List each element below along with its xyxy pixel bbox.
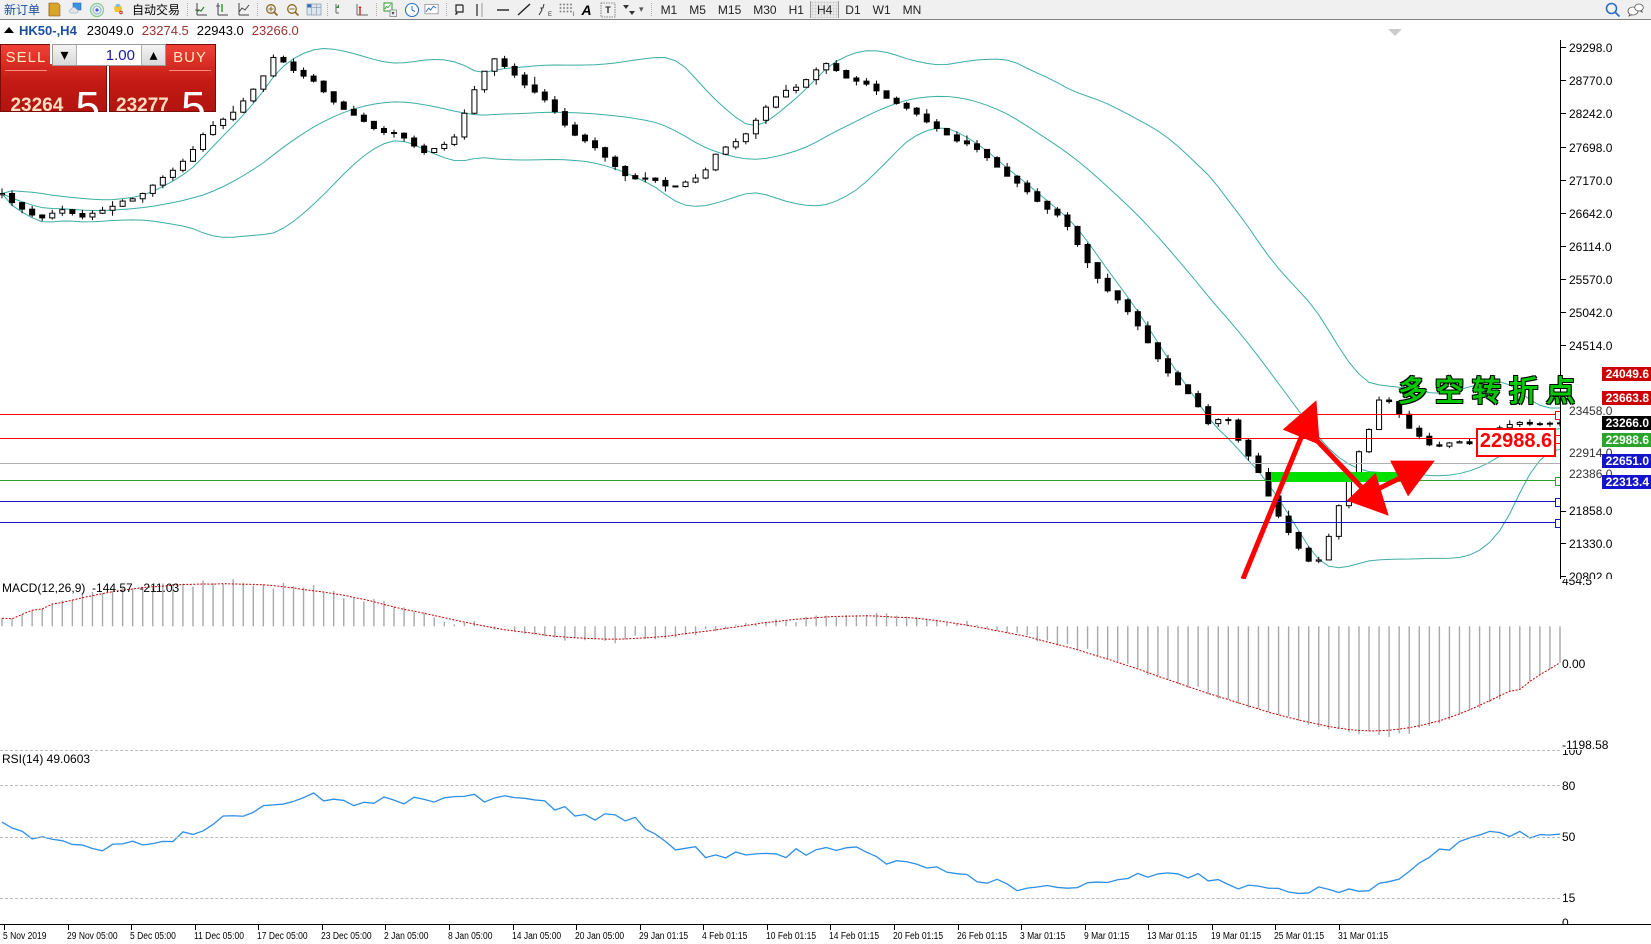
svg-text:▾: ▾: [392, 11, 395, 17]
svg-text:E: E: [548, 12, 552, 18]
svg-text:T: T: [605, 5, 611, 15]
svg-text:F: F: [573, 12, 574, 18]
